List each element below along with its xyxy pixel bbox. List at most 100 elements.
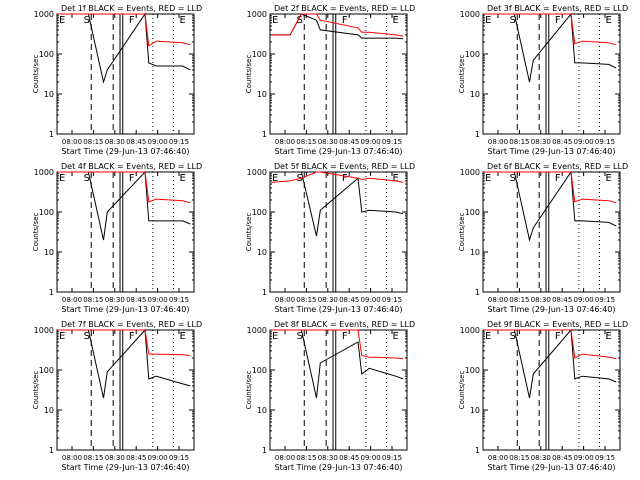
event-marker: F (129, 173, 135, 184)
x-tick-label: 08:15 (83, 454, 103, 462)
x-tick-label: 08:30 (531, 138, 551, 146)
event-marker: S (84, 173, 90, 184)
x-tick-label: 08:00 (488, 138, 508, 146)
event-marker: E (180, 173, 186, 184)
lld-series-line (271, 329, 404, 360)
events-series-line (58, 328, 191, 399)
x-tick-label: 09:00 (148, 138, 168, 146)
x-tick-label: 08:45 (552, 296, 572, 304)
event-marker: F (342, 331, 348, 342)
event-marker: E (59, 173, 65, 184)
event-marker: S (510, 173, 516, 184)
x-tick-label: 08:15 (296, 296, 316, 304)
x-tick-label: 09:15 (382, 138, 402, 146)
x-tick-label: 08:45 (552, 454, 572, 462)
y-tick-label: 1 (49, 446, 54, 455)
y-axis-label: Counts/sec (245, 55, 253, 94)
x-tick-label: 08:00 (275, 138, 295, 146)
x-tick-label: 08:30 (318, 138, 338, 146)
x-axis-label: Start Time (29-Jun-13 07:46:40) (488, 305, 616, 314)
x-tick-label: 09:00 (148, 454, 168, 462)
event-marker: E (393, 173, 399, 184)
events-series-line (271, 171, 404, 237)
y-tick-label: 1 (475, 446, 480, 455)
y-axis-label: Counts/sec (245, 213, 253, 252)
y-tick-label: 1000 (460, 168, 480, 177)
x-tick-label: 08:45 (126, 296, 146, 304)
x-tick-label: 08:45 (339, 296, 359, 304)
chart-panel: Det 1f BLACK = Events, RED = LLD 1 10 100 10… (32, 4, 202, 156)
event-marker: E (59, 15, 65, 26)
event-marker: F (342, 173, 348, 184)
events-series-line (58, 12, 191, 84)
x-tick-label: 09:15 (169, 296, 189, 304)
x-tick-label: 08:15 (296, 138, 316, 146)
y-tick-label: 100 (252, 366, 267, 375)
x-tick-label: 08:30 (318, 296, 338, 304)
y-tick-label: 1000 (247, 10, 267, 19)
chart-panel: Det 8f BLACK = Events, RED = LLD 1 10 100 10… (245, 320, 415, 472)
y-tick-label: 100 (39, 366, 54, 375)
x-tick-label: 08:00 (488, 454, 508, 462)
chart-title: Det 8f BLACK = Events, RED = LLD (274, 320, 415, 329)
events-series-line (271, 329, 404, 399)
x-tick-label: 08:30 (318, 454, 338, 462)
event-marker: F (555, 173, 561, 184)
chart-panel: Det 7f BLACK = Events, RED = LLD 1 10 100 10… (32, 320, 202, 472)
y-axis-label: Counts/sec (245, 371, 253, 410)
event-marker: E (180, 331, 186, 342)
event-marker: E (393, 15, 399, 26)
x-tick-label: 08:45 (552, 138, 572, 146)
events-series-line (484, 12, 617, 83)
lld-series-line (271, 171, 404, 183)
chart-title: Det 1f BLACK = Events, RED = LLD (61, 4, 202, 13)
y-tick-label: 1 (49, 130, 54, 139)
x-axis-label: Start Time (29-Jun-13 07:46:40) (488, 147, 616, 156)
x-axis-label: Start Time (29-Jun-13 07:46:40) (275, 463, 403, 472)
x-axis-label: Start Time (29-Jun-13 07:46:40) (488, 463, 616, 472)
y-tick-label: 1000 (460, 326, 480, 335)
event-marker: E (393, 331, 399, 342)
y-tick-label: 100 (39, 208, 54, 217)
x-tick-label: 08:30 (105, 296, 125, 304)
events-series-line (484, 328, 617, 399)
x-tick-label: 09:00 (361, 296, 381, 304)
event-marker: E (606, 15, 612, 26)
x-tick-label: 08:00 (275, 296, 295, 304)
y-tick-label: 1000 (34, 168, 54, 177)
event-marker: E (485, 173, 491, 184)
x-tick-label: 08:00 (62, 138, 82, 146)
event-marker: F (555, 15, 561, 26)
x-tick-label: 08:15 (83, 296, 103, 304)
y-tick-label: 10 (44, 90, 54, 99)
y-tick-label: 1000 (460, 10, 480, 19)
x-tick-label: 09:15 (169, 138, 189, 146)
y-axis-label: Counts/sec (32, 371, 40, 410)
y-tick-label: 10 (44, 248, 54, 257)
y-axis-label: Counts/sec (458, 371, 466, 410)
y-tick-label: 10 (257, 248, 267, 257)
x-axis-label: Start Time (29-Jun-13 07:46:40) (62, 463, 190, 472)
y-tick-label: 10 (470, 248, 480, 257)
x-tick-label: 09:00 (361, 454, 381, 462)
x-tick-label: 08:30 (105, 454, 125, 462)
y-tick-label: 1 (262, 130, 267, 139)
chart-panel: Det 4f BLACK = Events, RED = LLD 1 10 100 10… (32, 162, 202, 314)
events-series-line (58, 170, 191, 241)
event-marker: E (272, 15, 278, 26)
x-tick-label: 08:45 (126, 454, 146, 462)
x-tick-label: 08:45 (339, 454, 359, 462)
event-marker: F (555, 331, 561, 342)
y-tick-label: 10 (470, 90, 480, 99)
chart-title: Det 4f BLACK = Events, RED = LLD (61, 162, 202, 171)
chart-title: Det 3f BLACK = Events, RED = LLD (487, 4, 628, 13)
chart-panel: Det 6f BLACK = Events, RED = LLD 1 10 100 10… (458, 162, 628, 314)
y-tick-label: 100 (252, 208, 267, 217)
y-tick-label: 1000 (247, 168, 267, 177)
event-marker: F (129, 331, 135, 342)
x-tick-label: 08:15 (296, 454, 316, 462)
x-tick-label: 09:15 (595, 138, 615, 146)
x-tick-label: 09:15 (595, 454, 615, 462)
y-tick-label: 1 (475, 130, 480, 139)
event-marker: S (297, 331, 303, 342)
